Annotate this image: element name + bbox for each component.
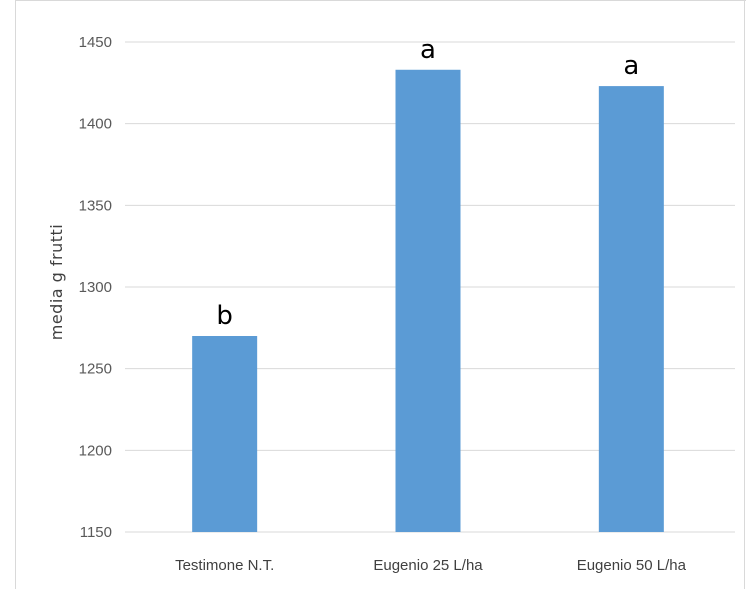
significance-letters: b a a bbox=[216, 35, 639, 331]
bar bbox=[192, 336, 258, 532]
y-tick-label: 1250 bbox=[79, 361, 112, 378]
frame-top-border bbox=[15, 0, 746, 1]
y-tick-label: 1350 bbox=[79, 197, 112, 214]
bar bbox=[395, 69, 461, 533]
y-axis-title: media g frutti bbox=[47, 224, 66, 341]
x-category-label: Testimone N.T. bbox=[175, 557, 274, 574]
significance-letter: a bbox=[420, 35, 436, 65]
y-axis-ticks: 1150 1200 1250 1300 1350 1400 1450 bbox=[79, 34, 112, 541]
y-tick-label: 1150 bbox=[80, 524, 112, 541]
y-tick-label: 1400 bbox=[79, 116, 112, 133]
x-axis-categories: Testimone N.T. Eugenio 25 L/ha Eugenio 50 … bbox=[175, 557, 687, 574]
x-category-label: Eugenio 50 L/ha bbox=[577, 557, 687, 574]
y-tick-label: 1450 bbox=[79, 34, 112, 51]
significance-letter: a bbox=[623, 51, 639, 81]
frame-left-border bbox=[15, 0, 16, 589]
bars bbox=[192, 69, 664, 533]
bar bbox=[598, 86, 664, 532]
y-tick-label: 1200 bbox=[79, 442, 112, 459]
x-category-label: Eugenio 25 L/ha bbox=[373, 557, 483, 574]
significance-letter: b bbox=[216, 301, 233, 331]
y-tick-label: 1300 bbox=[79, 279, 112, 296]
frame-right-border bbox=[744, 0, 745, 589]
